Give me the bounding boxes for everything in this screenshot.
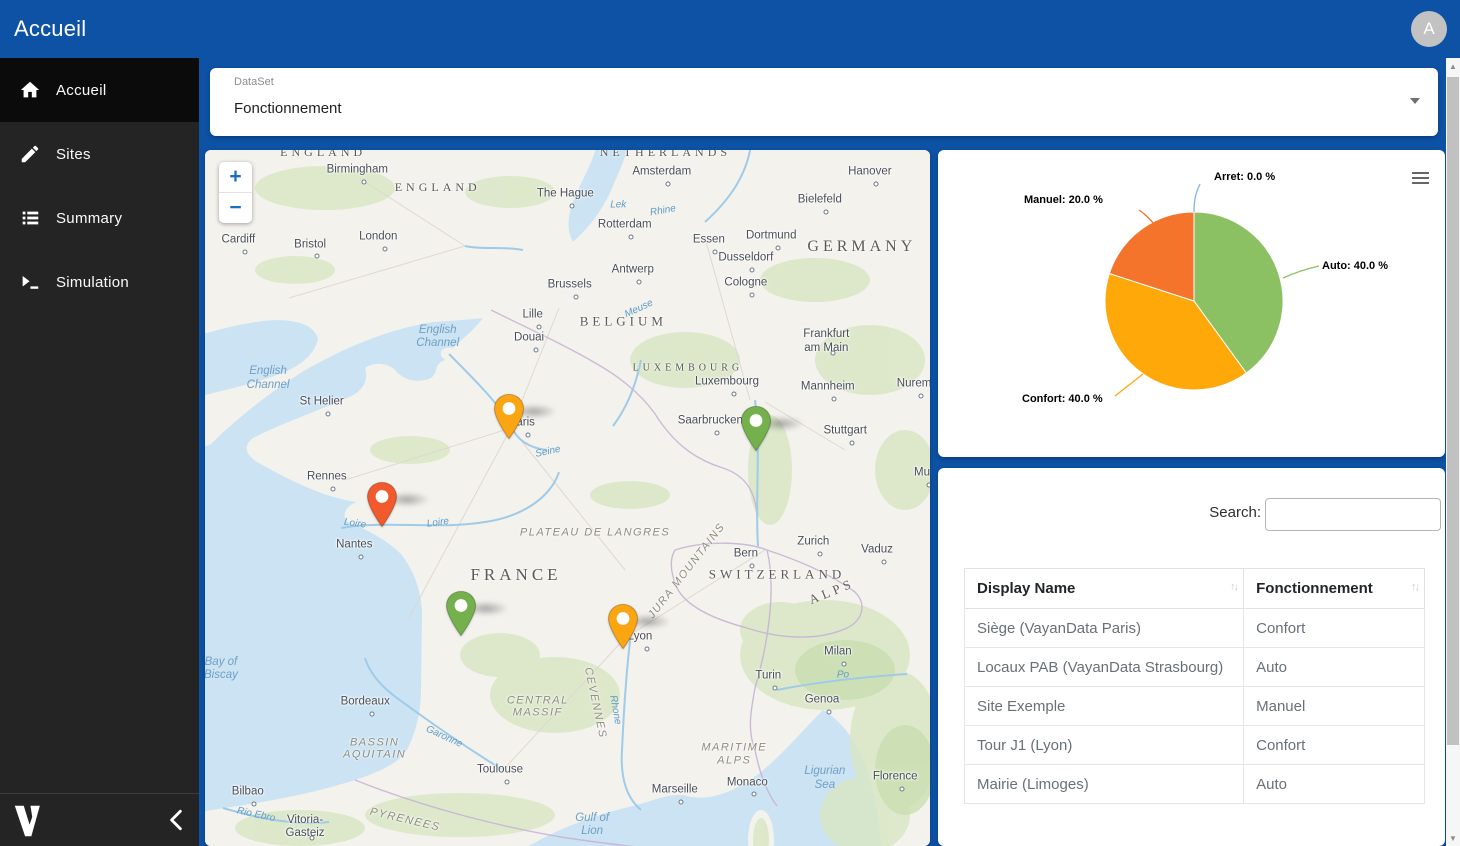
cell-display-name: Site Exemple	[965, 687, 1244, 726]
table-row: Tour J1 (Lyon)Confort	[965, 726, 1425, 765]
sidebar-footer	[0, 793, 199, 846]
zoom-out-button[interactable]: −	[219, 193, 252, 223]
sort-icon[interactable]: ↑↓	[1411, 581, 1418, 593]
map-marker-pin[interactable]	[605, 603, 641, 650]
pie-label-manuel: Manuel: 20.0 %	[1024, 194, 1103, 206]
avatar-letter: A	[1423, 19, 1434, 39]
sidebar-item-accueil[interactable]: Accueil	[0, 58, 199, 122]
pie-label-auto: Auto: 40.0 %	[1322, 260, 1388, 272]
sidebar-collapse-chevron-icon[interactable]	[165, 808, 187, 832]
sidebar-item-label: Accueil	[56, 82, 106, 99]
sidebar-item-label: Summary	[56, 210, 122, 227]
column-header-display-name[interactable]: Display Name ↑↓	[965, 569, 1244, 609]
dataset-label: DataSet	[234, 76, 274, 88]
scrollbar-down-arrow-icon[interactable]: ▼	[1446, 830, 1460, 846]
pie-chart-panel: Arret: 0.0 % Manuel: 20.0 % Auto: 40.0 %…	[938, 150, 1445, 457]
sidebar-item-simulation[interactable]: Simulation	[0, 250, 199, 314]
app-header: Accueil A	[0, 0, 1460, 58]
pie-connector-confort	[1115, 374, 1143, 396]
pencil-icon	[19, 143, 41, 165]
map-marker-pin[interactable]	[443, 590, 479, 637]
sidebar-item-summary[interactable]: Summary	[0, 186, 199, 250]
scrollbar-thumb[interactable]	[1447, 77, 1459, 745]
list-icon	[19, 207, 41, 229]
cell-display-name: Siège (VayanData Paris)	[965, 609, 1244, 648]
search-label: Search:	[1209, 504, 1261, 521]
cell-fonctionnement: Confort	[1244, 726, 1425, 765]
cell-display-name: Tour J1 (Lyon)	[965, 726, 1244, 765]
map-basemap	[205, 150, 930, 846]
vayandata-logo-icon	[13, 803, 47, 839]
sites-table-panel: Search: Display Name ↑↓ Fonctionnement ↑…	[938, 468, 1445, 846]
pie-connector-arret	[1194, 184, 1200, 212]
table-row: Mairie (Limoges)Auto	[965, 765, 1425, 804]
table-search-row: Search:	[938, 498, 1443, 531]
dropdown-caret-icon[interactable]	[1410, 98, 1420, 104]
table-row: Locaux PAB (VayanData Strasbourg)Auto	[965, 648, 1425, 687]
zoom-in-button[interactable]: +	[219, 162, 252, 192]
terminal-icon	[19, 271, 41, 293]
cell-fonctionnement: Auto	[1244, 765, 1425, 804]
sidebar-item-label: Simulation	[56, 274, 129, 291]
table-row: Site ExempleManuel	[965, 687, 1425, 726]
cell-display-name: Mairie (Limoges)	[965, 765, 1244, 804]
sidebar-item-label: Sites	[56, 146, 91, 163]
dataset-select[interactable]: DataSet Fonctionnement	[210, 68, 1438, 136]
chart-context-menu-icon[interactable]	[1412, 172, 1429, 185]
cell-display-name: Locaux PAB (VayanData Strasbourg)	[965, 648, 1244, 687]
home-icon	[19, 79, 41, 101]
map-marker-pin[interactable]	[491, 393, 527, 440]
page-title: Accueil	[14, 16, 86, 42]
sidebar: Accueil Sites Summary Simulation	[0, 58, 199, 846]
pie-chart[interactable]	[938, 150, 1445, 457]
sort-icon[interactable]: ↑↓	[1230, 581, 1237, 593]
search-input[interactable]	[1265, 498, 1441, 531]
map[interactable]: ENGLANDNETHERLANDSBirminghamAmsterdamHan…	[205, 150, 930, 846]
user-avatar[interactable]: A	[1411, 11, 1447, 47]
sidebar-nav: Accueil Sites Summary Simulation	[0, 58, 199, 314]
cell-fonctionnement: Confort	[1244, 609, 1425, 648]
pie-label-arret: Arret: 0.0 %	[1214, 171, 1275, 183]
map-zoom-control: + −	[219, 162, 252, 223]
main-content: DataSet Fonctionnement	[199, 58, 1446, 846]
table-row: Siège (VayanData Paris)Confort	[965, 609, 1425, 648]
cell-fonctionnement: Auto	[1244, 648, 1425, 687]
sites-table: Display Name ↑↓ Fonctionnement ↑↓ Siège …	[964, 568, 1425, 804]
page-scrollbar[interactable]: ▲ ▼	[1446, 58, 1460, 846]
dataset-value: Fonctionnement	[234, 100, 342, 117]
cell-fonctionnement: Manuel	[1244, 687, 1425, 726]
pie-label-confort: Confort: 40.0 %	[1022, 393, 1103, 405]
pie-connector-auto	[1283, 266, 1319, 278]
scrollbar-up-arrow-icon[interactable]: ▲	[1446, 58, 1460, 74]
column-header-fonctionnement[interactable]: Fonctionnement ↑↓	[1244, 569, 1425, 609]
map-marker-pin[interactable]	[738, 405, 774, 452]
map-marker-pin[interactable]	[364, 481, 400, 528]
sidebar-item-sites[interactable]: Sites	[0, 122, 199, 186]
